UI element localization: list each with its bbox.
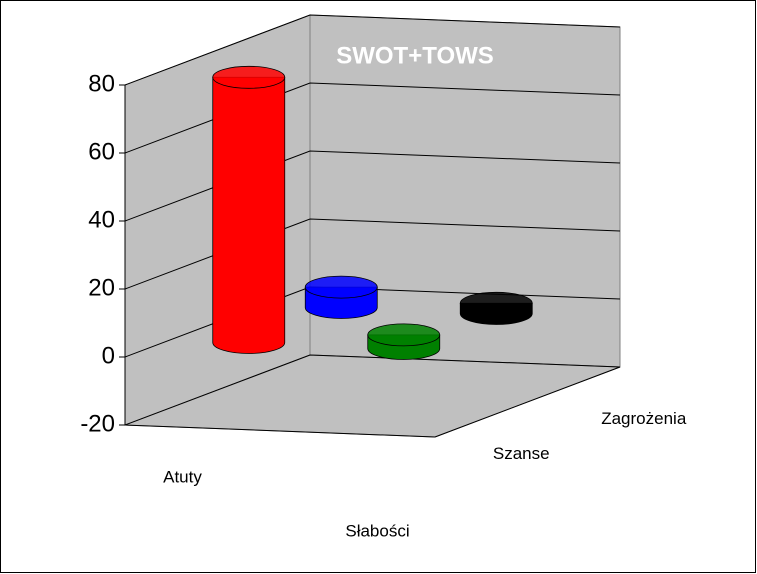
y-tick-label: 40 [88, 206, 115, 233]
chart-title: SWOT+TOWS [336, 42, 494, 69]
depth-axis [434, 366, 621, 438]
series-label: Zagrożenia [601, 409, 687, 428]
cylinder [212, 65, 286, 354]
y-tick-label: -20 [80, 410, 115, 437]
grid-line [124, 82, 621, 154]
x-tick-label: Atuty [163, 467, 202, 486]
grid-line [124, 14, 621, 86]
cylinder [459, 291, 533, 325]
grid-line [124, 150, 621, 222]
x-axis [124, 424, 436, 438]
plot-marks [212, 65, 533, 360]
cylinder [304, 275, 378, 319]
grid-line [124, 218, 621, 290]
cylinder-top [367, 323, 441, 347]
y-tick-label: 60 [88, 138, 115, 165]
x-tick-label: Słabości [345, 521, 409, 540]
cylinder [367, 323, 441, 360]
cylinder-top [459, 291, 533, 315]
cylinder-top [212, 65, 286, 89]
cylinder-top [304, 275, 378, 299]
y-tick-label: 20 [88, 274, 115, 301]
series-label: Szanse [493, 444, 550, 463]
cylinder-body [212, 76, 286, 354]
y-tick-label: 0 [102, 342, 115, 369]
grid-line [124, 354, 621, 426]
y-tick-label: 80 [88, 70, 115, 97]
